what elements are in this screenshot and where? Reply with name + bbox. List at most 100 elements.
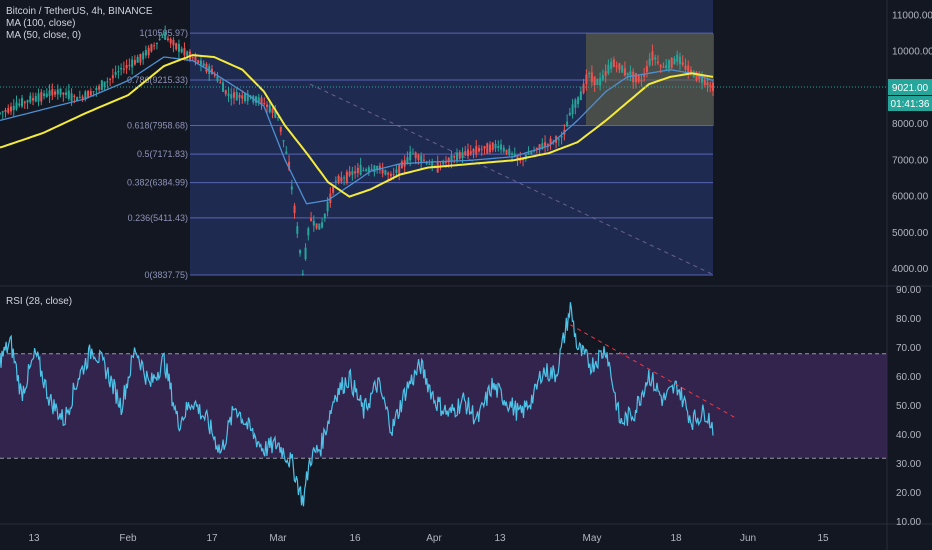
candle-body (431, 161, 434, 169)
candle-body (285, 151, 288, 154)
candle-body (45, 93, 48, 97)
candle-body (334, 180, 337, 182)
candle-body (409, 151, 412, 161)
candle-body (4, 109, 7, 112)
candle-body (95, 88, 98, 91)
candle-body (574, 99, 577, 108)
candle-body (475, 145, 478, 155)
price-tick-label: 11000.00 (892, 10, 932, 21)
candle-body (21, 98, 24, 107)
price-tick-label: 8000.00 (892, 119, 929, 130)
candle-body (128, 64, 131, 66)
price-tick-label: 5000.00 (892, 228, 929, 239)
price-tag-value: 9021.00 (892, 83, 929, 94)
candle-body (114, 71, 117, 75)
rsi-tick-label: 40.00 (896, 430, 921, 441)
candle-body (183, 48, 186, 56)
rsi-tick-label: 20.00 (896, 488, 921, 499)
candle-body (678, 56, 681, 65)
candle-body (656, 61, 659, 64)
candle-body (12, 105, 15, 111)
candle-body (56, 89, 59, 95)
fib-level-label: 0.382(6384.99) (127, 178, 188, 188)
candle-body (367, 167, 370, 173)
last-price-tag: 9021.00 01:41:36 (888, 79, 932, 112)
candle-body (67, 90, 70, 99)
candle-body (288, 161, 291, 170)
candle-body (109, 78, 112, 80)
candle-body (150, 44, 153, 52)
candle-body (365, 169, 368, 171)
candle-body (175, 43, 178, 50)
candle-body (689, 69, 692, 73)
candle-body (695, 71, 698, 81)
candle-body (26, 100, 29, 103)
candle-body (32, 98, 35, 101)
candle-body (480, 148, 483, 150)
candle-body (81, 96, 84, 99)
candle-body (684, 65, 687, 70)
candle-body (566, 121, 569, 127)
candle-body (527, 153, 530, 155)
candle-body (142, 52, 145, 60)
candle-body (18, 103, 21, 106)
candle-body (277, 116, 280, 118)
candle-body (665, 65, 668, 69)
candle-body (428, 163, 431, 165)
time-tick-label: 13 (494, 533, 506, 544)
rsi-label: RSI (28, close) (6, 296, 73, 307)
candle-body (612, 59, 615, 67)
candle-body (205, 63, 208, 72)
candle-body (296, 226, 299, 234)
candle-body (466, 149, 469, 157)
fib-level-label: 0.786(9215.33) (127, 75, 188, 85)
time-tick-label: 17 (206, 533, 218, 544)
candle-body (232, 92, 235, 98)
candle-body (216, 76, 219, 82)
candle-body (384, 170, 387, 175)
candle-body (444, 161, 447, 163)
price-trendline (309, 83, 714, 276)
rsi-tick-label: 90.00 (896, 285, 921, 296)
candle-body (709, 85, 712, 87)
candle-body (147, 47, 150, 56)
candle-body (478, 148, 481, 152)
ma50-label: MA (50, close, 0) (6, 30, 82, 41)
candle-body (676, 54, 679, 62)
candle-body (538, 144, 541, 151)
candle-body (607, 64, 610, 74)
ma100-line (0, 54, 714, 198)
candle-body (626, 72, 629, 76)
candle-body (299, 249, 302, 254)
candle-body (530, 152, 533, 154)
candle-body (472, 148, 475, 153)
price-legend: Bitcoin / TetherUS, 4h, BINANCE MA (100,… (6, 6, 153, 42)
time-tick-label: 16 (349, 533, 361, 544)
candle-body (442, 160, 445, 165)
time-tick-label: Feb (119, 533, 137, 544)
candle-body (464, 151, 467, 156)
candle-body (290, 186, 293, 190)
candle-body (549, 138, 552, 145)
time-tick-label: 18 (670, 533, 682, 544)
candle-body (453, 156, 456, 158)
candle-body (279, 126, 282, 132)
candle-body (111, 75, 114, 79)
candle-body (511, 153, 514, 155)
candle-body (557, 139, 560, 141)
candle-body (648, 58, 651, 66)
candle-body (89, 91, 92, 96)
candle-body (585, 74, 588, 85)
candle-body (348, 171, 351, 176)
candle-body (166, 38, 169, 41)
rsi-tick-label: 30.00 (896, 459, 921, 470)
candle-body (120, 68, 123, 70)
candle-body (634, 73, 637, 83)
candle-body (640, 80, 643, 82)
candle-body (293, 205, 296, 213)
candle-body (59, 88, 62, 95)
candle-body (588, 73, 591, 75)
candle-body (632, 71, 635, 83)
candle-body (321, 222, 324, 228)
